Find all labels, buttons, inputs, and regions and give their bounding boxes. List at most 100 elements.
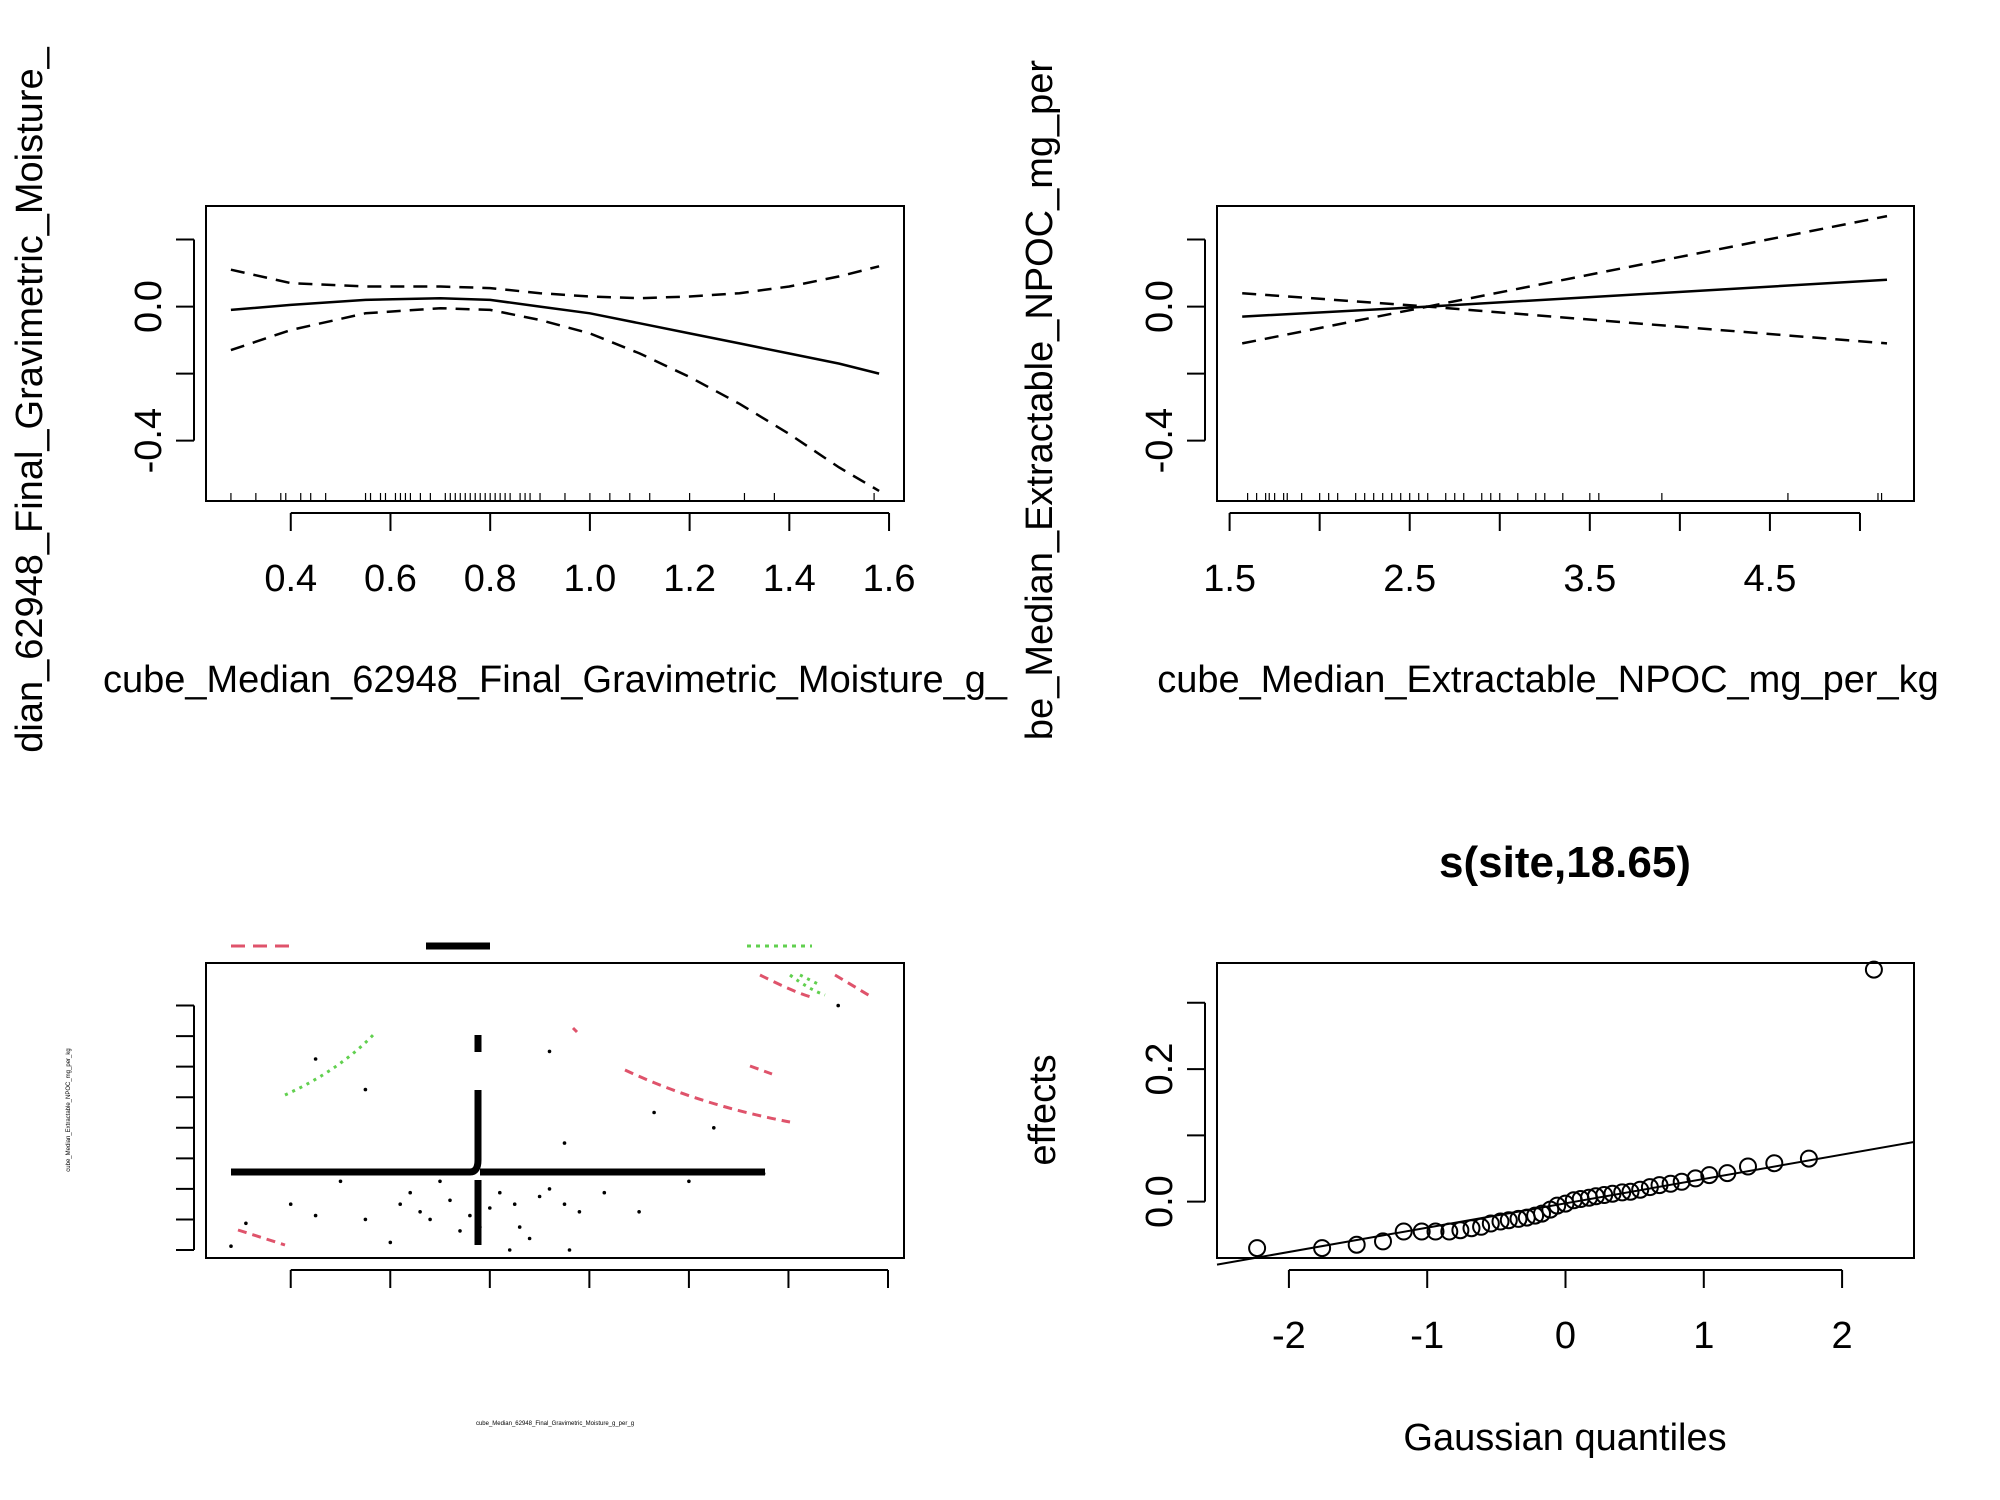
qq-point <box>1686 1169 1705 1188</box>
data-point <box>836 1003 840 1008</box>
data-point <box>637 1210 641 1214</box>
y-axis-label: dian_62948_Final_Gravimetric_Moisture_ <box>9 46 51 752</box>
x-tick-label: 1.2 <box>663 558 716 600</box>
contour-line-red <box>834 973 871 998</box>
qq-point <box>1472 1217 1491 1236</box>
contour-line-red <box>237 1228 286 1247</box>
y-tick-label: -0.4 <box>1139 408 1181 473</box>
data-point <box>388 1240 393 1245</box>
qq-point <box>1509 1209 1528 1228</box>
qq-point <box>1621 1182 1640 1201</box>
data-point <box>687 1179 691 1184</box>
data-point <box>428 1217 432 1222</box>
qq-point <box>1650 1176 1669 1195</box>
data-point <box>712 1126 716 1130</box>
data-point <box>761 1171 766 1176</box>
confidence-band-line <box>1241 305 1888 345</box>
qq-point <box>1799 1149 1818 1168</box>
qq-point <box>1739 1157 1757 1176</box>
data-point <box>418 1210 422 1214</box>
qq-point <box>1631 1180 1650 1199</box>
data-point <box>408 1190 413 1195</box>
qq-point <box>1765 1154 1784 1173</box>
data-point <box>547 1049 552 1054</box>
data-point <box>478 1225 482 1229</box>
panel-title: s(site,18.65) <box>1439 838 1691 887</box>
x-tick-label: 0.4 <box>264 558 317 600</box>
data-point <box>562 1202 567 1206</box>
panel-site-qq: s(site,18.65) Gaussian quantiles effects… <box>1022 838 1915 1459</box>
x-axis-label: cube_Median_62948_Final_Gravimetric_Mois… <box>476 1421 634 1427</box>
qq-point <box>1672 1172 1691 1191</box>
data-point <box>338 1179 343 1184</box>
x-tick-label: 4.5 <box>1744 558 1797 600</box>
qq-point <box>1394 1222 1413 1241</box>
x-tick-label: 0 <box>1555 1315 1576 1357</box>
data-point <box>244 1221 248 1226</box>
qq-point <box>1864 960 1883 979</box>
qq-point <box>1700 1166 1719 1185</box>
data-point <box>507 1248 512 1252</box>
panel-2d-smooth: cube_Median_62948_Final_Gravimetric_Mois… <box>66 942 905 1427</box>
plot-frame <box>1216 205 1915 502</box>
data-point <box>547 1187 552 1191</box>
y-axis-label: be_Median_Extractable_NPOC_mg_per <box>1019 60 1061 741</box>
data-point <box>363 1217 368 1222</box>
qq-point <box>1347 1235 1366 1254</box>
x-axis-label: Gaussian quantiles <box>1403 1417 1726 1459</box>
y-tick-label: 0.0 <box>1139 1175 1181 1228</box>
confidence-band-line <box>230 265 880 300</box>
data-point <box>288 1202 293 1206</box>
contour-line-green <box>284 1031 377 1097</box>
data-point <box>363 1087 368 1092</box>
contour-line-red <box>749 1064 773 1076</box>
data-point <box>567 1248 572 1252</box>
data-point <box>448 1198 452 1203</box>
x-tick-label: 0.8 <box>464 558 517 600</box>
smooth-effect-line <box>230 296 880 375</box>
x-tick-label: -1 <box>1410 1315 1444 1357</box>
confidence-band-line <box>230 306 880 492</box>
qq-point <box>1603 1184 1622 1203</box>
data-point <box>512 1202 517 1206</box>
plot-frame <box>205 205 905 502</box>
y-tick-label: -0.4 <box>128 408 170 473</box>
qq-point <box>1248 1239 1267 1258</box>
plot-frame <box>205 962 905 1259</box>
data-point <box>313 1213 318 1218</box>
qq-point <box>1412 1222 1431 1241</box>
x-tick-label: 1.4 <box>763 558 816 600</box>
data-point <box>229 1244 233 1248</box>
data-point <box>488 1206 492 1210</box>
contour-line-green <box>799 973 821 987</box>
qq-point <box>1374 1232 1392 1251</box>
data-point <box>517 1225 522 1229</box>
qq-point <box>1313 1239 1332 1258</box>
y-axis-label: effects <box>1022 1054 1064 1165</box>
qq-point <box>1426 1222 1445 1241</box>
qq-point <box>1440 1222 1459 1241</box>
x-axis-label: cube_Median_Extractable_NPOC_mg_per_kg <box>1157 659 1939 701</box>
qq-point <box>1533 1204 1551 1223</box>
data-point <box>652 1110 656 1115</box>
contour-line-red <box>624 1068 791 1124</box>
x-tick-label: 3.5 <box>1563 558 1616 600</box>
data-point <box>587 1171 592 1176</box>
confidence-band-line <box>1242 214 1888 308</box>
qq-point <box>1491 1212 1510 1231</box>
y-tick-label: 0.0 <box>1139 280 1181 333</box>
x-tick-label: -2 <box>1272 1315 1306 1357</box>
x-tick-label: 0.6 <box>364 558 417 600</box>
qq-point <box>1526 1206 1545 1225</box>
contour-line-red <box>571 1026 579 1034</box>
contour-line-black <box>231 1090 482 1176</box>
qq-point <box>1499 1211 1518 1230</box>
qq-point <box>1661 1174 1680 1193</box>
x-tick-label: 2 <box>1832 1315 1853 1357</box>
data-point <box>527 1236 532 1241</box>
panel-moisture-smooth: cube_Median_62948_Final_Gravimetric_Mois… <box>9 46 1008 752</box>
x-tick-label: 1.6 <box>863 558 916 600</box>
contour-line-red <box>759 973 816 1000</box>
plot-frame <box>1216 962 1915 1259</box>
x-tick-label: 1.5 <box>1203 558 1256 600</box>
